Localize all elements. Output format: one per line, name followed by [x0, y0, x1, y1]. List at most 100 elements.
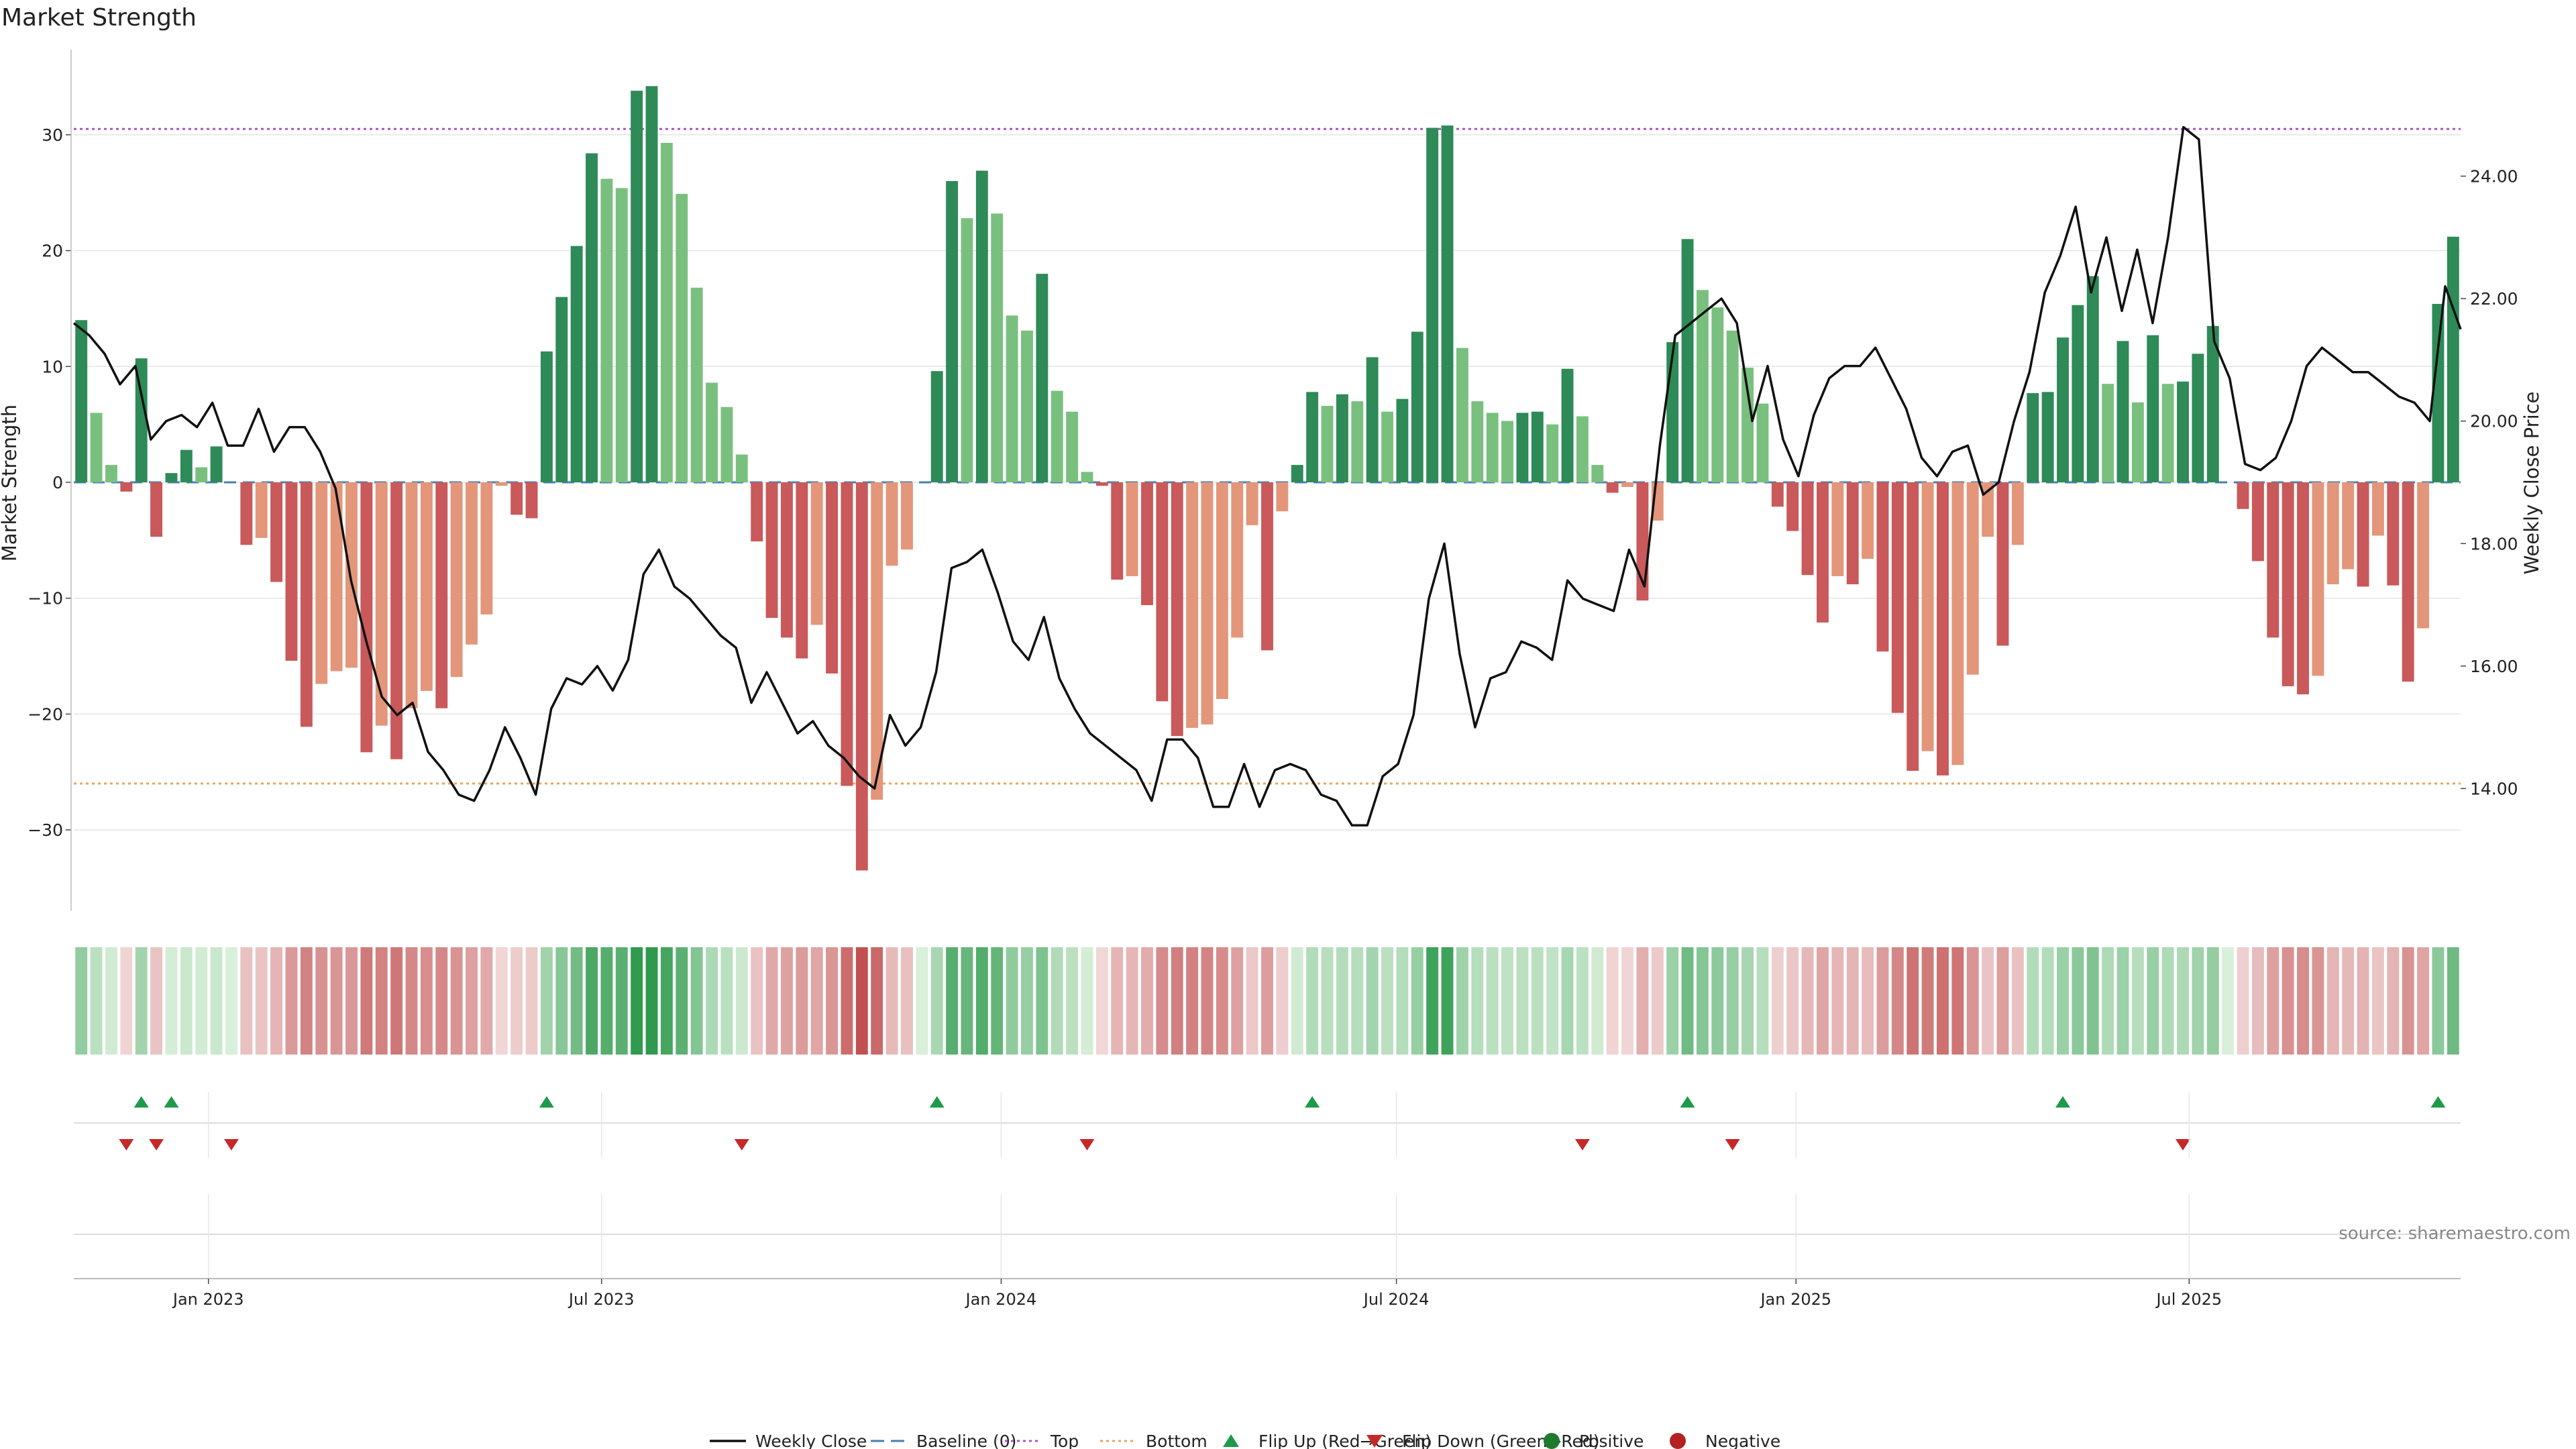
heat-cell [1171, 947, 1183, 1055]
heat-cell [841, 947, 853, 1055]
strength-bar [2102, 384, 2114, 482]
heat-cell [2417, 947, 2430, 1055]
flip-markers [74, 1096, 2461, 1235]
heat-cell [2297, 947, 2309, 1055]
heat-cell [105, 947, 117, 1055]
strength-bar [1817, 482, 1829, 623]
strength-bar [135, 358, 148, 482]
strength-bar [975, 170, 988, 482]
legend-label: Top [1050, 1432, 1079, 1449]
heat-cell [2027, 947, 2039, 1055]
strength-bar [765, 482, 778, 619]
strength-bar [2357, 482, 2369, 587]
heat-cell [2447, 947, 2459, 1055]
heat-cell [1156, 947, 1169, 1055]
flip-up-marker [133, 1096, 149, 1108]
heat-cell [2402, 947, 2414, 1055]
heat-cell [390, 947, 403, 1055]
heat-cell [946, 947, 959, 1055]
right-tick-label: 22.00 [2470, 289, 2518, 309]
date-label: Jul 2024 [1362, 1290, 1430, 1309]
strength-bar [1381, 411, 1393, 482]
heat-cell [540, 947, 553, 1055]
strength-bar [930, 371, 943, 482]
heat-cell [1951, 947, 1964, 1055]
heat-cell [240, 947, 253, 1055]
strength-bars [75, 86, 2459, 871]
heat-cell [120, 947, 133, 1055]
strength-bar [2267, 482, 2279, 638]
legend-swatch [1223, 1434, 1239, 1447]
strength-bar [511, 482, 523, 515]
heat-cell [690, 947, 703, 1055]
heat-cell [1921, 947, 1934, 1055]
strength-bar [1846, 482, 1859, 584]
strength-bar [210, 446, 223, 482]
strength-bar [1576, 416, 1589, 482]
strength-bar [300, 482, 313, 727]
heat-cell [1471, 947, 1484, 1055]
strength-bar [2342, 482, 2355, 570]
strength-bar [1111, 482, 1124, 580]
heat-cell [1937, 947, 1949, 1055]
strength-bar [1606, 482, 1619, 493]
strength-bar [1561, 368, 1574, 482]
right-tick-label: 20.00 [2470, 412, 2518, 431]
heat-cell [1486, 947, 1499, 1055]
heat-cell [1441, 947, 1454, 1055]
heat-cell [1621, 947, 1634, 1055]
heat-cell [1771, 947, 1784, 1055]
strength-bar [240, 482, 253, 545]
heat-cell [991, 947, 1004, 1055]
date-label: Jul 2025 [2155, 1290, 2222, 1309]
heat-cell [1021, 947, 1033, 1055]
legend-label: Flip Down (Green→Red) [1402, 1432, 1600, 1449]
strength-bar [1156, 482, 1169, 702]
strength-bar [690, 287, 703, 482]
heat-cell [2267, 947, 2279, 1055]
strength-bar [2086, 276, 2099, 482]
heat-cell [135, 947, 148, 1055]
heat-cell [2222, 947, 2235, 1055]
heat-cell [600, 947, 613, 1055]
heat-cell [555, 947, 568, 1055]
right-tick-label: 14.00 [2470, 779, 2518, 798]
left-tick-label: 20 [42, 241, 63, 261]
heat-cell [615, 947, 628, 1055]
heat-cell [871, 947, 883, 1055]
heat-cell [435, 947, 448, 1055]
heat-cell [660, 947, 673, 1055]
strength-bar [2192, 354, 2204, 482]
strength-bar [1186, 482, 1199, 729]
heat-cell [1546, 947, 1559, 1055]
heat-cell [511, 947, 523, 1055]
legend-item-baseline: Baseline (0) [871, 1432, 1016, 1449]
strength-bar [2282, 482, 2294, 686]
strength-bar [751, 482, 763, 542]
heat-cell [1216, 947, 1228, 1055]
heat-cell [1291, 947, 1303, 1055]
strength-bar [706, 382, 718, 482]
heat-cell [645, 947, 658, 1055]
legend-item-bottom: Bottom [1100, 1432, 1208, 1449]
heat-cell [1786, 947, 1799, 1055]
strength-bar [2072, 305, 2084, 482]
strength-bar [1396, 398, 1409, 482]
heat-cell [855, 947, 868, 1055]
date-axis: Jan 2023 Jul 2023 Jan 2024 Jul 2024 Jan 2025… [74, 1092, 2461, 1309]
strength-bar [120, 482, 133, 492]
strength-bar [2161, 384, 2174, 482]
left-tick-label: 0 [52, 473, 63, 492]
legend-swatch [1366, 1435, 1383, 1448]
strength-bar [1051, 390, 1063, 482]
flip-up-marker [164, 1096, 179, 1108]
right-tick-label: 18.00 [2470, 534, 2518, 553]
heat-cell [975, 947, 988, 1055]
flip-down-marker [149, 1139, 164, 1150]
strength-bar [466, 482, 478, 645]
heat-cell [2237, 947, 2249, 1055]
strength-bar [2371, 482, 2384, 536]
strength-bar [150, 482, 163, 537]
strength-bar [1907, 482, 1919, 771]
heat-cell [1801, 947, 1814, 1055]
